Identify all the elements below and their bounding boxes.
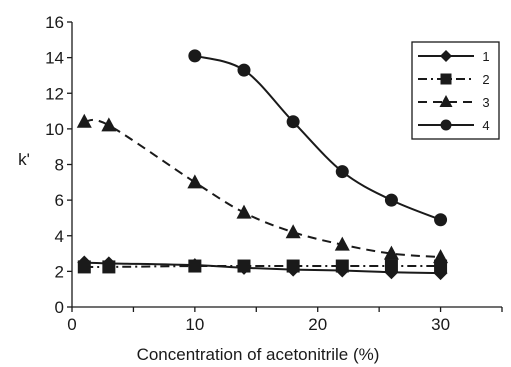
y-tick-label: 6 — [55, 191, 64, 210]
axes — [67, 21, 503, 312]
series-2-point-2 — [188, 259, 202, 273]
series-3-point-1 — [101, 117, 117, 132]
series-2-point-3 — [237, 259, 251, 273]
x-tick-label: 30 — [431, 315, 450, 334]
series-3-point-0 — [76, 113, 92, 128]
legend-box — [411, 41, 500, 140]
legend-label-4: 4 — [482, 118, 489, 133]
series-2-line — [84, 264, 441, 268]
series-4-point-5 — [434, 213, 448, 227]
series-4-point-0 — [188, 49, 202, 63]
series-2-point-0 — [77, 260, 91, 274]
series-3-point-5 — [334, 236, 350, 251]
tick-labels: 0 2 4 6 8 10 12 14 16 0 10 20 30 — [45, 13, 450, 334]
series-3-point-7 — [433, 249, 449, 264]
series-3-point-3 — [236, 204, 252, 219]
y-tick-label: 10 — [45, 120, 64, 139]
series-4-line — [194, 54, 441, 221]
y-tick-label: 8 — [55, 156, 64, 175]
legend-marker-1 — [440, 50, 452, 62]
series-3-point-6 — [383, 245, 399, 260]
y-tick-label: 14 — [45, 49, 64, 68]
legend-marker-2 — [440, 73, 452, 85]
y-tick-label: 4 — [55, 227, 64, 246]
series-4-point-3 — [335, 165, 349, 179]
legend-marker-3 — [439, 95, 453, 107]
legend-label-2: 2 — [482, 72, 489, 87]
y-axis-title: k' — [18, 150, 30, 169]
legend-marker-4 — [440, 119, 452, 131]
y-tick-label: 12 — [45, 84, 64, 103]
series-4-point-2 — [286, 115, 300, 129]
series-2-point-1 — [102, 260, 116, 274]
series-4-point-1 — [237, 63, 251, 77]
series-4 — [188, 49, 448, 227]
x-axis-title: Concentration of acetonitrile (%) — [137, 345, 380, 364]
series-2 — [77, 259, 448, 274]
series-4-point-4 — [384, 193, 398, 207]
x-tick-label: 20 — [308, 315, 327, 334]
y-tick-label: 16 — [45, 13, 64, 32]
series-2-point-5 — [335, 259, 349, 273]
series-3-point-4 — [285, 224, 301, 239]
x-tick-label: 10 — [185, 315, 204, 334]
series-2-point-6 — [384, 259, 398, 273]
series-3 — [76, 113, 449, 264]
legend-label-1: 1 — [482, 49, 489, 64]
y-tick-label: 2 — [55, 262, 64, 281]
series-2-point-4 — [286, 259, 300, 273]
legend: 1 2 3 4 — [411, 41, 500, 140]
legend-label-3: 3 — [482, 95, 489, 110]
series-layer — [76, 49, 449, 281]
series-3-line — [84, 118, 441, 259]
x-tick-label: 0 — [67, 315, 76, 334]
y-tick-label: 0 — [55, 298, 64, 317]
series-3-point-2 — [187, 174, 203, 189]
